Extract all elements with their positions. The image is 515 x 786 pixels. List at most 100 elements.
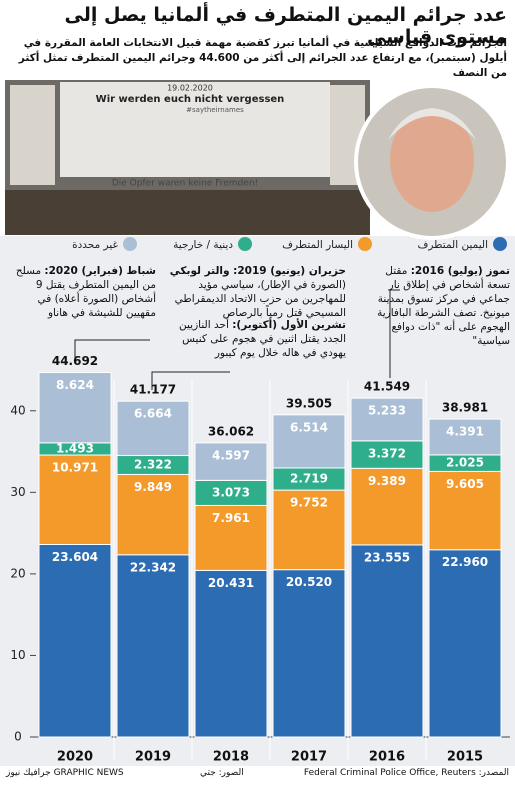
total-label: 41.549 xyxy=(364,380,410,394)
annotation-lead: شباط (فبراير) 2020: xyxy=(44,265,156,277)
total-label: 38.981 xyxy=(442,401,488,415)
legend-label: اليمين المتطرف xyxy=(417,239,488,251)
source: المصدر: Federal Criminal Police Office, … xyxy=(303,768,509,778)
y-tick-label: 20 xyxy=(10,566,25,580)
bar-segment xyxy=(38,454,112,545)
bar-label: 10.971 xyxy=(52,461,98,475)
bar-segment xyxy=(428,470,502,551)
legend-label: اليسار المتطرف xyxy=(282,239,353,251)
bar-segment xyxy=(350,467,424,546)
bar-segment xyxy=(350,544,424,738)
legend-label: غير محددة xyxy=(72,239,118,251)
bar-label: 4.391 xyxy=(446,425,484,439)
annotation-lead: تشرين الأول (أكتوبر): xyxy=(232,319,346,331)
bar-label: 23.604 xyxy=(52,550,98,564)
total-label: 39.505 xyxy=(286,396,332,410)
credit: GRAPHIC NEWS جرافيك نيوز xyxy=(6,768,124,778)
photo-board xyxy=(10,85,55,185)
subtitle: الجرائم ذات الدوافع السياسية في ألمانيا … xyxy=(18,37,507,79)
y-tick-label: 40 xyxy=(10,403,25,417)
legend-swatch xyxy=(358,237,372,251)
annotation-text: (الصورة في الإطار)، سياسي مؤيد للمهاجرين… xyxy=(174,279,346,319)
bar-segment xyxy=(350,440,424,469)
x-tick-label: 2017 xyxy=(291,750,327,765)
total-label: 44.692 xyxy=(52,354,98,368)
bar-label: 7.961 xyxy=(212,511,250,525)
bar-segment xyxy=(194,569,268,738)
y-tick-label: 0 xyxy=(14,730,22,744)
y-tick-label: 10 xyxy=(10,648,25,662)
x-tick-label: 2019 xyxy=(135,750,171,765)
bar-segment xyxy=(194,504,268,571)
photo-sign: Die Opfer waren keine Fremden! xyxy=(112,179,258,189)
bar-label: 8.624 xyxy=(56,378,94,392)
bar-label: 20.431 xyxy=(208,576,254,590)
annotation: تشرين الأول (أكتوبر): أحد النازيين الجدد… xyxy=(160,318,346,360)
callout-line xyxy=(151,371,230,390)
bar-segment xyxy=(116,473,190,556)
legend-swatch xyxy=(123,237,137,251)
bar-segment xyxy=(428,549,502,738)
bar-label: 3.372 xyxy=(368,446,406,460)
legend-label: دينية / خارجية xyxy=(173,239,233,251)
photo-credit: الصور: جتي xyxy=(200,768,244,778)
bar-segment xyxy=(38,543,112,738)
portrait-hair xyxy=(388,108,476,140)
bar-label: 22.960 xyxy=(442,555,488,569)
annotation-text: مسلح من اليمين المتطرف يقتل 9 أشخاص (الص… xyxy=(15,265,156,319)
bar-segment xyxy=(272,569,346,738)
bar-label: 5.233 xyxy=(368,404,406,418)
photo-banner-text: Wir werden euch nicht vergessen xyxy=(96,94,285,105)
x-tick-label: 2018 xyxy=(213,750,249,765)
bar-label: 2.719 xyxy=(290,472,328,486)
annotation: شباط (فبراير) 2020: مسلح من اليمين المتط… xyxy=(6,264,156,320)
bar-label: 20.520 xyxy=(286,575,332,589)
bar-segment xyxy=(350,397,424,442)
bar-segment xyxy=(194,442,268,481)
total-label: 36.062 xyxy=(208,424,254,438)
bar-segment xyxy=(38,372,112,444)
bar-label: 9.605 xyxy=(446,477,484,491)
annotation: حزيران (يونيو) 2019: والتر لوبكي (الصورة… xyxy=(160,264,346,320)
x-tick-label: 2020 xyxy=(57,750,93,765)
annotation-text: أحد النازيين الجدد يقتل اثنين في هجوم عل… xyxy=(178,319,346,359)
x-tick-label: 2016 xyxy=(369,750,405,765)
bar-label: 4.597 xyxy=(212,448,250,462)
bar-label: 6.514 xyxy=(290,420,328,434)
annotation-lead: حزيران (يونيو) 2019: والتر لوبكي xyxy=(169,265,346,277)
bar-label: 23.555 xyxy=(364,550,410,564)
bar-label: 6.664 xyxy=(134,407,172,421)
bar-segment xyxy=(194,479,268,506)
bar-segment xyxy=(272,414,346,469)
bar-label: 2.025 xyxy=(446,456,484,470)
bar-segment xyxy=(116,554,190,738)
bar-label: 2.322 xyxy=(134,457,172,471)
annotation-lead: تموز (يوليو) 2016: xyxy=(410,265,510,277)
annotation: تموز (يوليو) 2016: مقتل تسعة أشخاص في إط… xyxy=(360,264,510,348)
x-tick-label: 2015 xyxy=(447,750,483,765)
bar-label: 1.493 xyxy=(56,441,94,455)
total-label: 41.177 xyxy=(130,383,176,397)
annotation-text: مقتل تسعة أشخاص في إطلاق نار جماعي في مر… xyxy=(377,265,510,347)
bar-label: 9.752 xyxy=(290,496,328,510)
bar-label: 22.342 xyxy=(130,560,176,574)
photo-hashtag: #saytheirnames xyxy=(186,106,244,114)
bar-segment xyxy=(428,418,502,456)
title: عدد جرائم اليمين المتطرف في ألمانيا يصل … xyxy=(64,4,508,48)
callouts xyxy=(74,289,400,390)
bar-label: 9.389 xyxy=(368,474,406,488)
callout-line xyxy=(389,289,400,378)
y-tick-label: 30 xyxy=(10,485,25,499)
bar-label: 3.073 xyxy=(212,485,250,499)
photo-candles xyxy=(5,190,370,235)
photo-banner xyxy=(60,82,330,177)
legend-swatch xyxy=(493,237,507,251)
legend-swatch xyxy=(238,237,252,251)
callout-line xyxy=(74,339,150,364)
photo-date: 19.02.2020 xyxy=(167,84,213,93)
bar-label: 9.849 xyxy=(134,480,172,494)
portrait-face xyxy=(390,108,474,212)
bar-segment xyxy=(272,489,346,571)
